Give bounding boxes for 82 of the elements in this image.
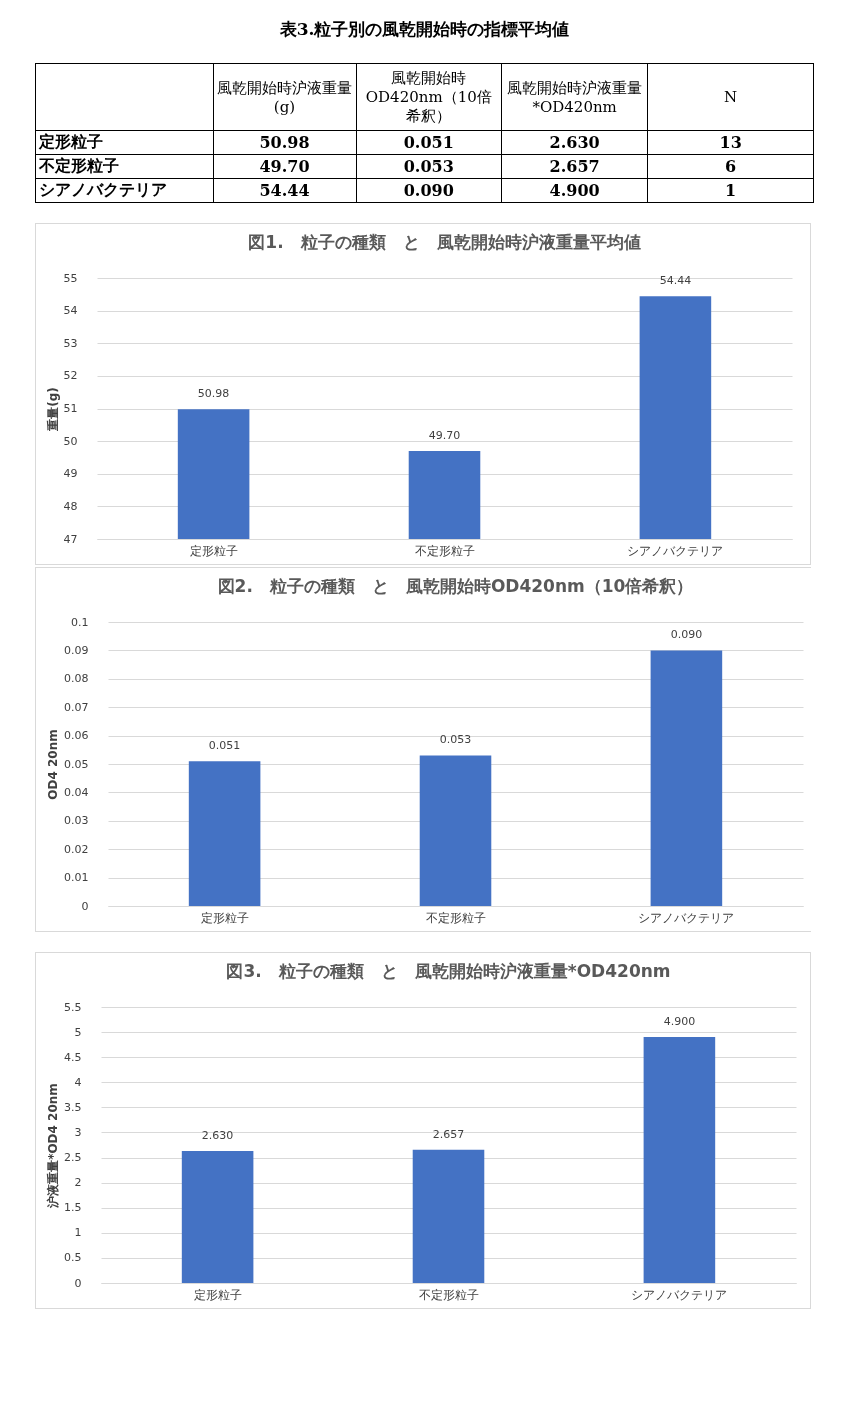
y-tick-label: 3 xyxy=(74,1125,82,1139)
bar xyxy=(419,755,492,906)
y-tick-label: 2.5 xyxy=(64,1151,82,1165)
x-tick-label: 不定形粒子 xyxy=(425,910,486,925)
y-tick-label: 0.07 xyxy=(64,700,89,714)
text: 54.44 xyxy=(259,181,310,200)
category-label: 風乾開始時沪液重量*OD420nm xyxy=(501,63,648,131)
y-tick-label: 49 xyxy=(63,467,78,481)
text: 1 xyxy=(725,181,737,200)
text: 6 xyxy=(725,157,737,176)
category-label: 不定形粒子 xyxy=(39,156,119,175)
y-tick-label: 1.5 xyxy=(64,1201,82,1215)
x-tick-label: 定形粒子 xyxy=(193,1287,242,1302)
text: 0.053 xyxy=(403,157,454,176)
bar xyxy=(412,1149,485,1283)
y-tick-label: 0.05 xyxy=(64,757,89,771)
bar xyxy=(181,1151,254,1283)
bar xyxy=(650,650,723,906)
x-tick-label: シアノバクテリア xyxy=(631,1287,728,1302)
data-label: 2.630 xyxy=(201,1129,234,1143)
y-axis-title: 重量(g) xyxy=(45,387,60,432)
text: 49.70 xyxy=(259,157,310,176)
y-tick-label: 4.5 xyxy=(64,1050,82,1064)
y-tick-label: 50 xyxy=(63,434,78,448)
category-label: N xyxy=(647,63,814,131)
y-tick-label: 54 xyxy=(63,304,78,318)
x-tick-label: 不定形粒子 xyxy=(418,1287,479,1302)
category-label: シアノバクテリア xyxy=(39,180,167,199)
text: 0.051 xyxy=(403,133,454,152)
y-tick-label: 47 xyxy=(63,532,78,546)
bar xyxy=(643,1037,716,1283)
text: 2.630 xyxy=(549,133,600,152)
y-tick-label: 0.08 xyxy=(64,672,89,686)
y-tick-label: 0.1 xyxy=(71,615,89,629)
x-tick-label: 定形粒子 xyxy=(200,910,249,925)
data-label: 0.053 xyxy=(439,733,472,747)
data-label: 4.900 xyxy=(663,1015,696,1029)
y-tick-label: 5.5 xyxy=(64,1000,82,1014)
bar xyxy=(188,761,261,906)
y-tick-label: 0.5 xyxy=(64,1251,82,1265)
y-tick-label: 0.01 xyxy=(64,871,89,885)
text: 表3.粒子別の風乾開始時の指標平均値 xyxy=(278,18,571,41)
y-tick-label: 0.02 xyxy=(64,842,89,856)
category-label: 風乾開始時OD420nm（10倍希釈） xyxy=(356,63,502,131)
y-tick-label: 51 xyxy=(63,402,78,415)
data-label: 49.70 xyxy=(428,428,461,442)
y-tick-label: 0.03 xyxy=(64,814,89,828)
y-tick-label: 0.09 xyxy=(64,643,89,657)
text: 13 xyxy=(719,133,742,152)
y-tick-label: 48 xyxy=(63,499,78,513)
y-axis-title: 沪液重量*OD4 20nm xyxy=(46,1083,61,1209)
x-tick-label: シアノバクテリア xyxy=(627,543,724,558)
y-tick-label: 5 xyxy=(74,1025,82,1039)
category-label: 定形粒子 xyxy=(39,132,103,151)
chart-title: 図1. 粒子の種類 と 風乾開始時沪液重量平均値 xyxy=(248,232,641,252)
x-tick-label: 不定形粒子 xyxy=(414,543,475,558)
data-label: 50.98 xyxy=(197,387,230,401)
chart-title: 図3. 粒子の種類 と 風乾開始時沪液重量*OD420nm xyxy=(226,961,671,981)
x-tick-label: 定形粒子 xyxy=(189,543,238,558)
data-label: 0.090 xyxy=(670,628,703,642)
y-tick-label: 0.04 xyxy=(64,785,89,799)
y-tick-label: 0 xyxy=(81,899,89,913)
text: 2.657 xyxy=(549,157,600,176)
text: 4.900 xyxy=(549,181,600,200)
y-tick-label: 0.06 xyxy=(64,729,89,743)
text: 50.98 xyxy=(259,133,310,152)
y-tick-label: 1 xyxy=(74,1226,82,1240)
y-tick-label: 52 xyxy=(63,369,78,383)
chart-title: 図2. 粒子の種類 と 風乾開始時OD420nm（10倍希釈） xyxy=(217,576,694,596)
text: 0.090 xyxy=(403,181,454,200)
x-tick-label: シアノバクテリア xyxy=(638,910,735,925)
y-tick-label: 4 xyxy=(74,1075,82,1089)
y-tick-label: 0 xyxy=(74,1276,82,1290)
y-tick-label: 53 xyxy=(63,336,78,350)
data-label: 2.657 xyxy=(432,1127,465,1141)
data-label: 0.051 xyxy=(208,739,241,753)
y-tick-label: 2 xyxy=(74,1176,82,1190)
category-label: 風乾開始時沪液重量(g) xyxy=(213,63,357,131)
y-tick-label: 3.5 xyxy=(64,1100,82,1114)
y-axis-title: OD4 20nm xyxy=(46,729,61,800)
data-label: 54.44 xyxy=(659,274,692,288)
y-tick-label: 55 xyxy=(63,271,78,285)
